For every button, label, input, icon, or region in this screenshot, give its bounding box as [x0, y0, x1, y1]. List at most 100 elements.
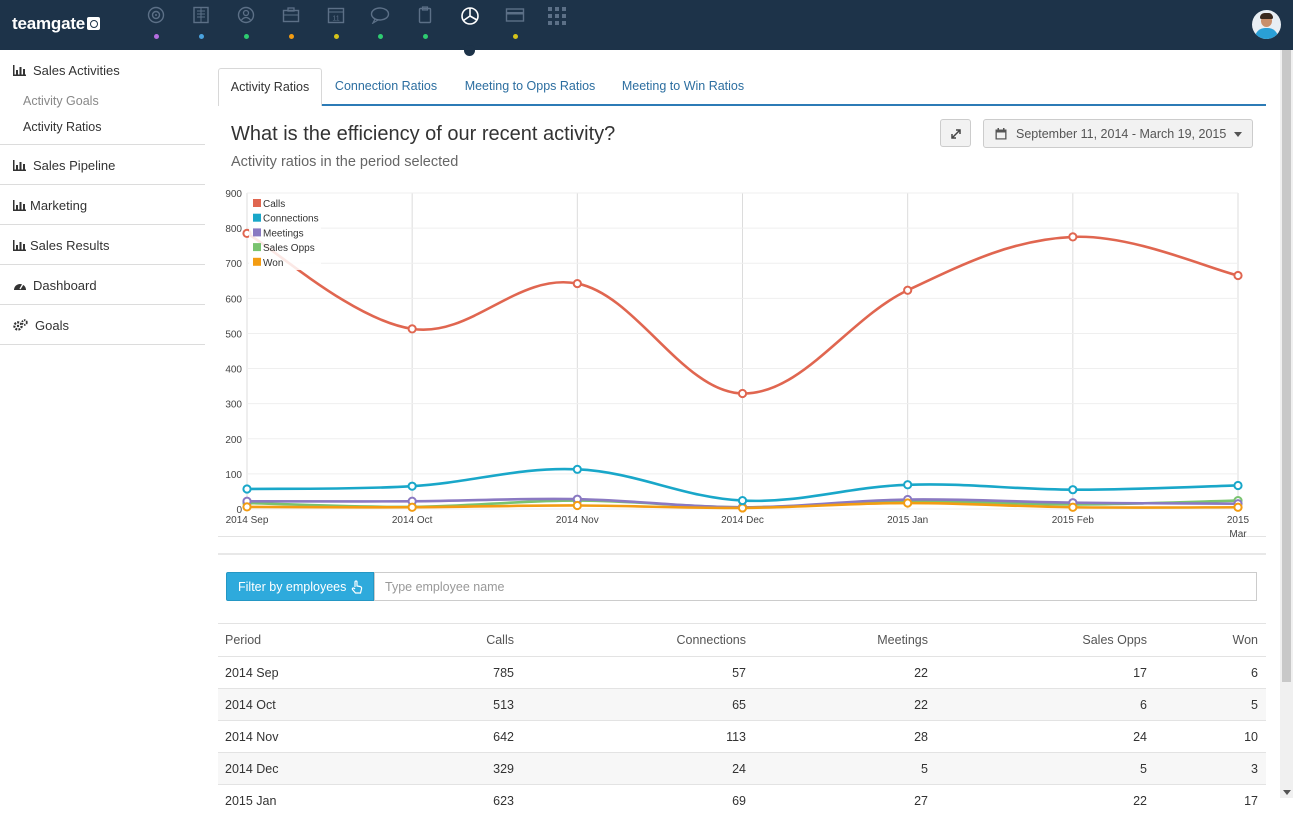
- tab-activity-ratios[interactable]: Activity Ratios: [218, 68, 322, 106]
- table-cell-meetings: 5: [921, 762, 928, 776]
- apps-grid-icon[interactable]: [545, 6, 569, 46]
- building-icon[interactable]: [189, 6, 213, 46]
- y-tick-label: 800: [225, 224, 242, 235]
- bar-chart-icon: [13, 239, 26, 254]
- table-cell-calls: 785: [493, 666, 514, 680]
- sidebar-item-activity-goals[interactable]: Activity Goals: [23, 94, 99, 108]
- legend-swatch: [253, 199, 261, 207]
- cogs-icon: [13, 319, 28, 334]
- table-cell-connections: 24: [732, 762, 746, 776]
- data-point-won: [407, 502, 417, 512]
- svg-text:11: 11: [332, 16, 339, 23]
- legend-label: Calls: [263, 199, 285, 210]
- calendar-icon[interactable]: 11: [324, 6, 348, 46]
- data-point-won: [1068, 502, 1078, 512]
- vertical-scrollbar[interactable]: [1280, 50, 1293, 798]
- sidebar-item-dashboard[interactable]: Dashboard: [0, 265, 205, 305]
- sidebar-item-activity-ratios[interactable]: Activity Ratios: [23, 120, 102, 134]
- data-point-won: [903, 498, 913, 508]
- table-cell-won: 6: [1251, 666, 1258, 680]
- target-icon[interactable]: [144, 6, 168, 46]
- card-icon[interactable]: [503, 6, 527, 46]
- bar-chart-icon: [13, 64, 26, 79]
- data-point-calls: [407, 324, 417, 334]
- analytics-pie-icon[interactable]: [458, 6, 482, 46]
- ratio-tabs: Activity Ratios Connection Ratios Meetin…: [218, 68, 1266, 106]
- teamgate-logo[interactable]: teamgate: [12, 14, 101, 34]
- data-point-connections: [1233, 480, 1243, 491]
- data-point-connections: [737, 495, 748, 506]
- table-cell-connections: 69: [732, 794, 746, 808]
- sidebar-item-marketing[interactable]: Marketing: [0, 185, 205, 225]
- scrollbar-thumb[interactable]: [1282, 50, 1291, 682]
- table-cell-meetings: 28: [914, 730, 928, 744]
- sidebar-item-sales-pipeline[interactable]: Sales Pipeline: [0, 145, 205, 185]
- filter-by-employees-button[interactable]: Filter by employees: [226, 572, 374, 601]
- user-avatar[interactable]: [1252, 10, 1281, 39]
- tab-meeting-to-opps-ratios[interactable]: Meeting to Opps Ratios: [464, 79, 596, 93]
- data-point-calls: [903, 285, 913, 295]
- date-range-picker[interactable]: September 11, 2014 - March 19, 2015: [983, 119, 1253, 148]
- table-cell-won: 10: [1244, 730, 1258, 744]
- chat-icon[interactable]: [368, 6, 392, 46]
- top-navbar: teamgate 11: [0, 0, 1293, 50]
- column-header-connections[interactable]: Connections: [676, 633, 747, 647]
- column-header-period[interactable]: Period: [225, 633, 262, 647]
- column-header-sales-opps[interactable]: Sales Opps: [1082, 633, 1147, 647]
- legend-label: Sales Opps: [263, 243, 315, 254]
- y-tick-label: 600: [225, 294, 242, 305]
- table-cell-meetings: 22: [914, 666, 928, 680]
- data-point-connections: [242, 484, 252, 494]
- table-cell-connections: 57: [732, 666, 746, 680]
- table-header-row: Period Calls Connections Meetings Sales …: [218, 623, 1266, 656]
- dashboard-gauge-icon: [13, 279, 27, 294]
- data-point-connections: [903, 480, 913, 490]
- table-cell-sales-opps: 6: [1140, 698, 1147, 712]
- tab-meeting-to-win-ratios[interactable]: Meeting to Win Ratios: [621, 79, 745, 93]
- clipboard-icon[interactable]: [413, 6, 437, 46]
- employee-search-input[interactable]: [374, 572, 1257, 601]
- table-cell-won: 3: [1251, 762, 1258, 776]
- y-tick-label: 200: [225, 435, 242, 446]
- scroll-down-arrow-icon[interactable]: [1283, 790, 1291, 795]
- table-cell-period: 2015 Jan: [225, 794, 277, 808]
- table-cell-meetings: 22: [914, 698, 928, 712]
- tab-connection-ratios[interactable]: Connection Ratios: [334, 79, 438, 93]
- sidebar-item-goals[interactable]: Goals: [0, 305, 205, 345]
- data-point-won: [242, 502, 252, 512]
- x-tick-label: 2015 Feb: [1052, 515, 1095, 526]
- column-header-won[interactable]: Won: [1232, 633, 1258, 647]
- expand-icon: [951, 129, 961, 139]
- y-tick-label: 300: [225, 400, 242, 411]
- table-cell-won: 5: [1251, 698, 1258, 712]
- table-row[interactable]: 2015 Jan 623 69 27 22 17: [218, 784, 1266, 816]
- data-point-won: [737, 503, 748, 513]
- section-divider: [218, 553, 1266, 555]
- y-tick-label: 400: [225, 365, 242, 376]
- briefcase-icon[interactable]: [279, 6, 303, 46]
- legend-swatch: [253, 213, 261, 222]
- legend-swatch: [253, 243, 261, 252]
- column-header-meetings[interactable]: Meetings: [877, 633, 928, 647]
- table-cell-calls: 642: [493, 730, 514, 744]
- column-header-calls[interactable]: Calls: [486, 633, 514, 647]
- x-tick-label: 2014 Nov: [556, 515, 599, 526]
- expand-button[interactable]: [940, 119, 971, 147]
- table-cell-connections: 65: [732, 698, 746, 712]
- table-row[interactable]: 2014 Sep 785 57 22 17 6: [218, 656, 1266, 688]
- sidebar-item-sales-results[interactable]: Sales Results: [0, 225, 205, 265]
- data-point-connections: [572, 464, 582, 474]
- calendar-icon: [995, 128, 1007, 140]
- table-cell-won: 17: [1244, 794, 1258, 808]
- data-point-won: [572, 500, 582, 511]
- table-row[interactable]: 2014 Dec 329 24 5 5 3: [218, 752, 1266, 784]
- data-point-connections: [1068, 485, 1078, 495]
- sidebar-item-sales-activities[interactable]: Sales Activities: [0, 50, 205, 88]
- panel-title: What is the efficiency of our recent act…: [231, 123, 616, 145]
- active-nav-indicator: [464, 45, 475, 56]
- table-row[interactable]: 2014 Nov 642 113 28 24 10: [218, 720, 1266, 752]
- x-tick-label: 2015: [1227, 515, 1250, 526]
- table-row[interactable]: 2014 Oct 513 65 22 6 5: [218, 688, 1266, 720]
- contacts-icon[interactable]: [234, 6, 258, 46]
- data-point-calls: [737, 388, 748, 399]
